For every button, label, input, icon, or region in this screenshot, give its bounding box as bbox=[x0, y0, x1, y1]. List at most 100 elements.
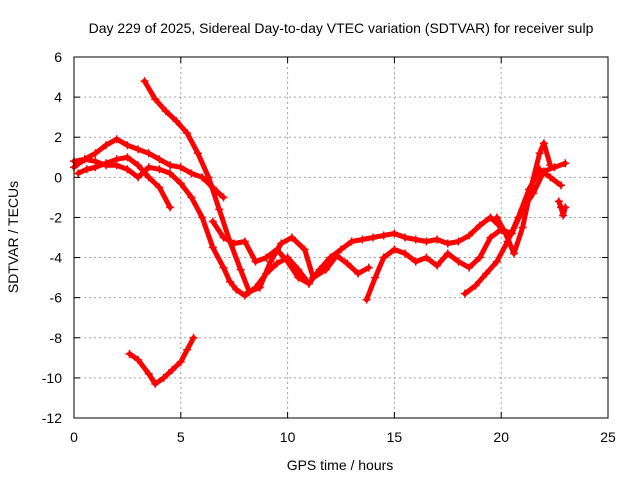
data-point-marker bbox=[390, 245, 399, 254]
axis-ticks: 0 5 10 15 20 25 -12 -10 -8 -6 -4 -2 0 2 4 6 bbox=[42, 49, 616, 445]
data-point-marker bbox=[422, 237, 431, 246]
data-point-marker bbox=[390, 229, 399, 238]
data-point-marker bbox=[176, 163, 185, 172]
data-point-marker bbox=[176, 357, 185, 366]
data-point-marker bbox=[219, 263, 228, 272]
data-point-marker bbox=[272, 259, 281, 268]
data-point-marker bbox=[454, 257, 463, 266]
data-point-marker bbox=[230, 239, 239, 248]
data-point-marker bbox=[315, 265, 324, 274]
data-point-marker bbox=[557, 181, 566, 190]
data-point-marker bbox=[134, 355, 143, 364]
data-point-marker bbox=[134, 173, 143, 182]
data-point-marker bbox=[168, 365, 177, 374]
data-point-marker bbox=[510, 249, 519, 258]
series-trace bbox=[71, 156, 312, 299]
data-point-marker bbox=[283, 257, 292, 266]
data-point-marker bbox=[232, 285, 241, 294]
data-point-marker bbox=[74, 169, 83, 178]
data-point-marker bbox=[518, 223, 527, 232]
series-trace bbox=[210, 214, 504, 287]
data-point-marker bbox=[443, 239, 452, 248]
data-point-marker bbox=[362, 295, 371, 304]
data-point-marker bbox=[225, 277, 234, 286]
data-point-marker bbox=[411, 257, 420, 266]
data-point-marker bbox=[471, 281, 480, 290]
series-trace bbox=[127, 335, 197, 387]
data-point-marker bbox=[255, 283, 264, 292]
data-point-marker bbox=[183, 129, 192, 138]
y-tick-label: -10 bbox=[42, 370, 62, 386]
data-point-marker bbox=[187, 193, 196, 202]
data-point-marker bbox=[422, 253, 431, 262]
data-point-marker bbox=[123, 153, 132, 162]
data-point-marker bbox=[300, 245, 309, 254]
data-point-marker bbox=[492, 257, 501, 266]
data-point-marker bbox=[240, 291, 249, 300]
data-point-marker bbox=[527, 183, 536, 192]
data-point-marker bbox=[486, 233, 495, 242]
data-point-marker bbox=[240, 237, 249, 246]
data-point-marker bbox=[151, 95, 160, 104]
data-point-marker bbox=[172, 117, 181, 126]
data-point-marker bbox=[401, 249, 410, 258]
data-point-marker bbox=[433, 235, 442, 244]
x-tick-label: 0 bbox=[70, 429, 78, 445]
data-point-marker bbox=[166, 203, 175, 212]
plot-frame bbox=[73, 56, 609, 419]
data-point-marker bbox=[454, 237, 463, 246]
data-point-marker bbox=[208, 243, 217, 252]
data-point-marker bbox=[208, 217, 217, 226]
data-point-marker bbox=[112, 155, 121, 164]
series-trace bbox=[462, 166, 564, 297]
data-point-marker bbox=[155, 183, 164, 192]
data-point-marker bbox=[294, 273, 303, 282]
y-tick-label: -6 bbox=[50, 290, 63, 306]
data-point-marker bbox=[559, 211, 568, 220]
data-point-marker bbox=[236, 265, 245, 274]
data-point-marker bbox=[401, 233, 410, 242]
data-point-marker bbox=[262, 253, 271, 262]
data-point-marker bbox=[187, 169, 196, 178]
series-track-9 bbox=[492, 139, 555, 258]
series-trace bbox=[142, 78, 372, 295]
data-point-marker bbox=[144, 163, 153, 172]
x-tick-label: 15 bbox=[387, 429, 403, 445]
data-point-marker bbox=[123, 165, 132, 174]
data-point-marker bbox=[535, 149, 544, 158]
series-trace bbox=[556, 198, 568, 218]
y-tick-label: 2 bbox=[54, 129, 62, 145]
y-tick-label: -2 bbox=[50, 209, 63, 225]
data-point-marker bbox=[166, 161, 175, 170]
data-point-marker bbox=[465, 231, 474, 240]
data-point-marker bbox=[550, 163, 559, 172]
series-track-6 bbox=[208, 213, 506, 288]
series-layer bbox=[70, 77, 570, 388]
data-point-marker bbox=[482, 269, 491, 278]
data-point-marker bbox=[379, 231, 388, 240]
data-point-marker bbox=[82, 165, 91, 174]
data-point-marker bbox=[277, 239, 286, 248]
data-point-marker bbox=[219, 233, 228, 242]
data-point-marker bbox=[215, 205, 224, 214]
y-axis-label: SDTVAR / TECUs bbox=[5, 181, 21, 293]
data-point-marker bbox=[337, 245, 345, 254]
data-point-marker bbox=[343, 259, 352, 268]
data-point-marker bbox=[433, 261, 442, 270]
y-tick-label: 4 bbox=[54, 89, 62, 105]
chart-title: Day 229 of 2025, Sidereal Day-to-day VTE… bbox=[89, 20, 594, 36]
data-point-marker bbox=[369, 233, 378, 242]
data-point-marker bbox=[159, 373, 168, 382]
x-tick-label: 25 bbox=[600, 429, 616, 445]
data-point-marker bbox=[140, 77, 149, 86]
series-trace bbox=[75, 154, 173, 210]
data-point-marker bbox=[155, 165, 164, 174]
data-point-marker bbox=[91, 149, 100, 158]
data-point-marker bbox=[561, 159, 570, 168]
y-tick-label: -4 bbox=[50, 250, 63, 266]
data-point-marker bbox=[546, 161, 555, 170]
data-point-marker bbox=[155, 155, 164, 164]
x-tick-label: 20 bbox=[493, 429, 509, 445]
data-point-marker bbox=[266, 257, 275, 266]
data-point-marker bbox=[287, 233, 296, 242]
